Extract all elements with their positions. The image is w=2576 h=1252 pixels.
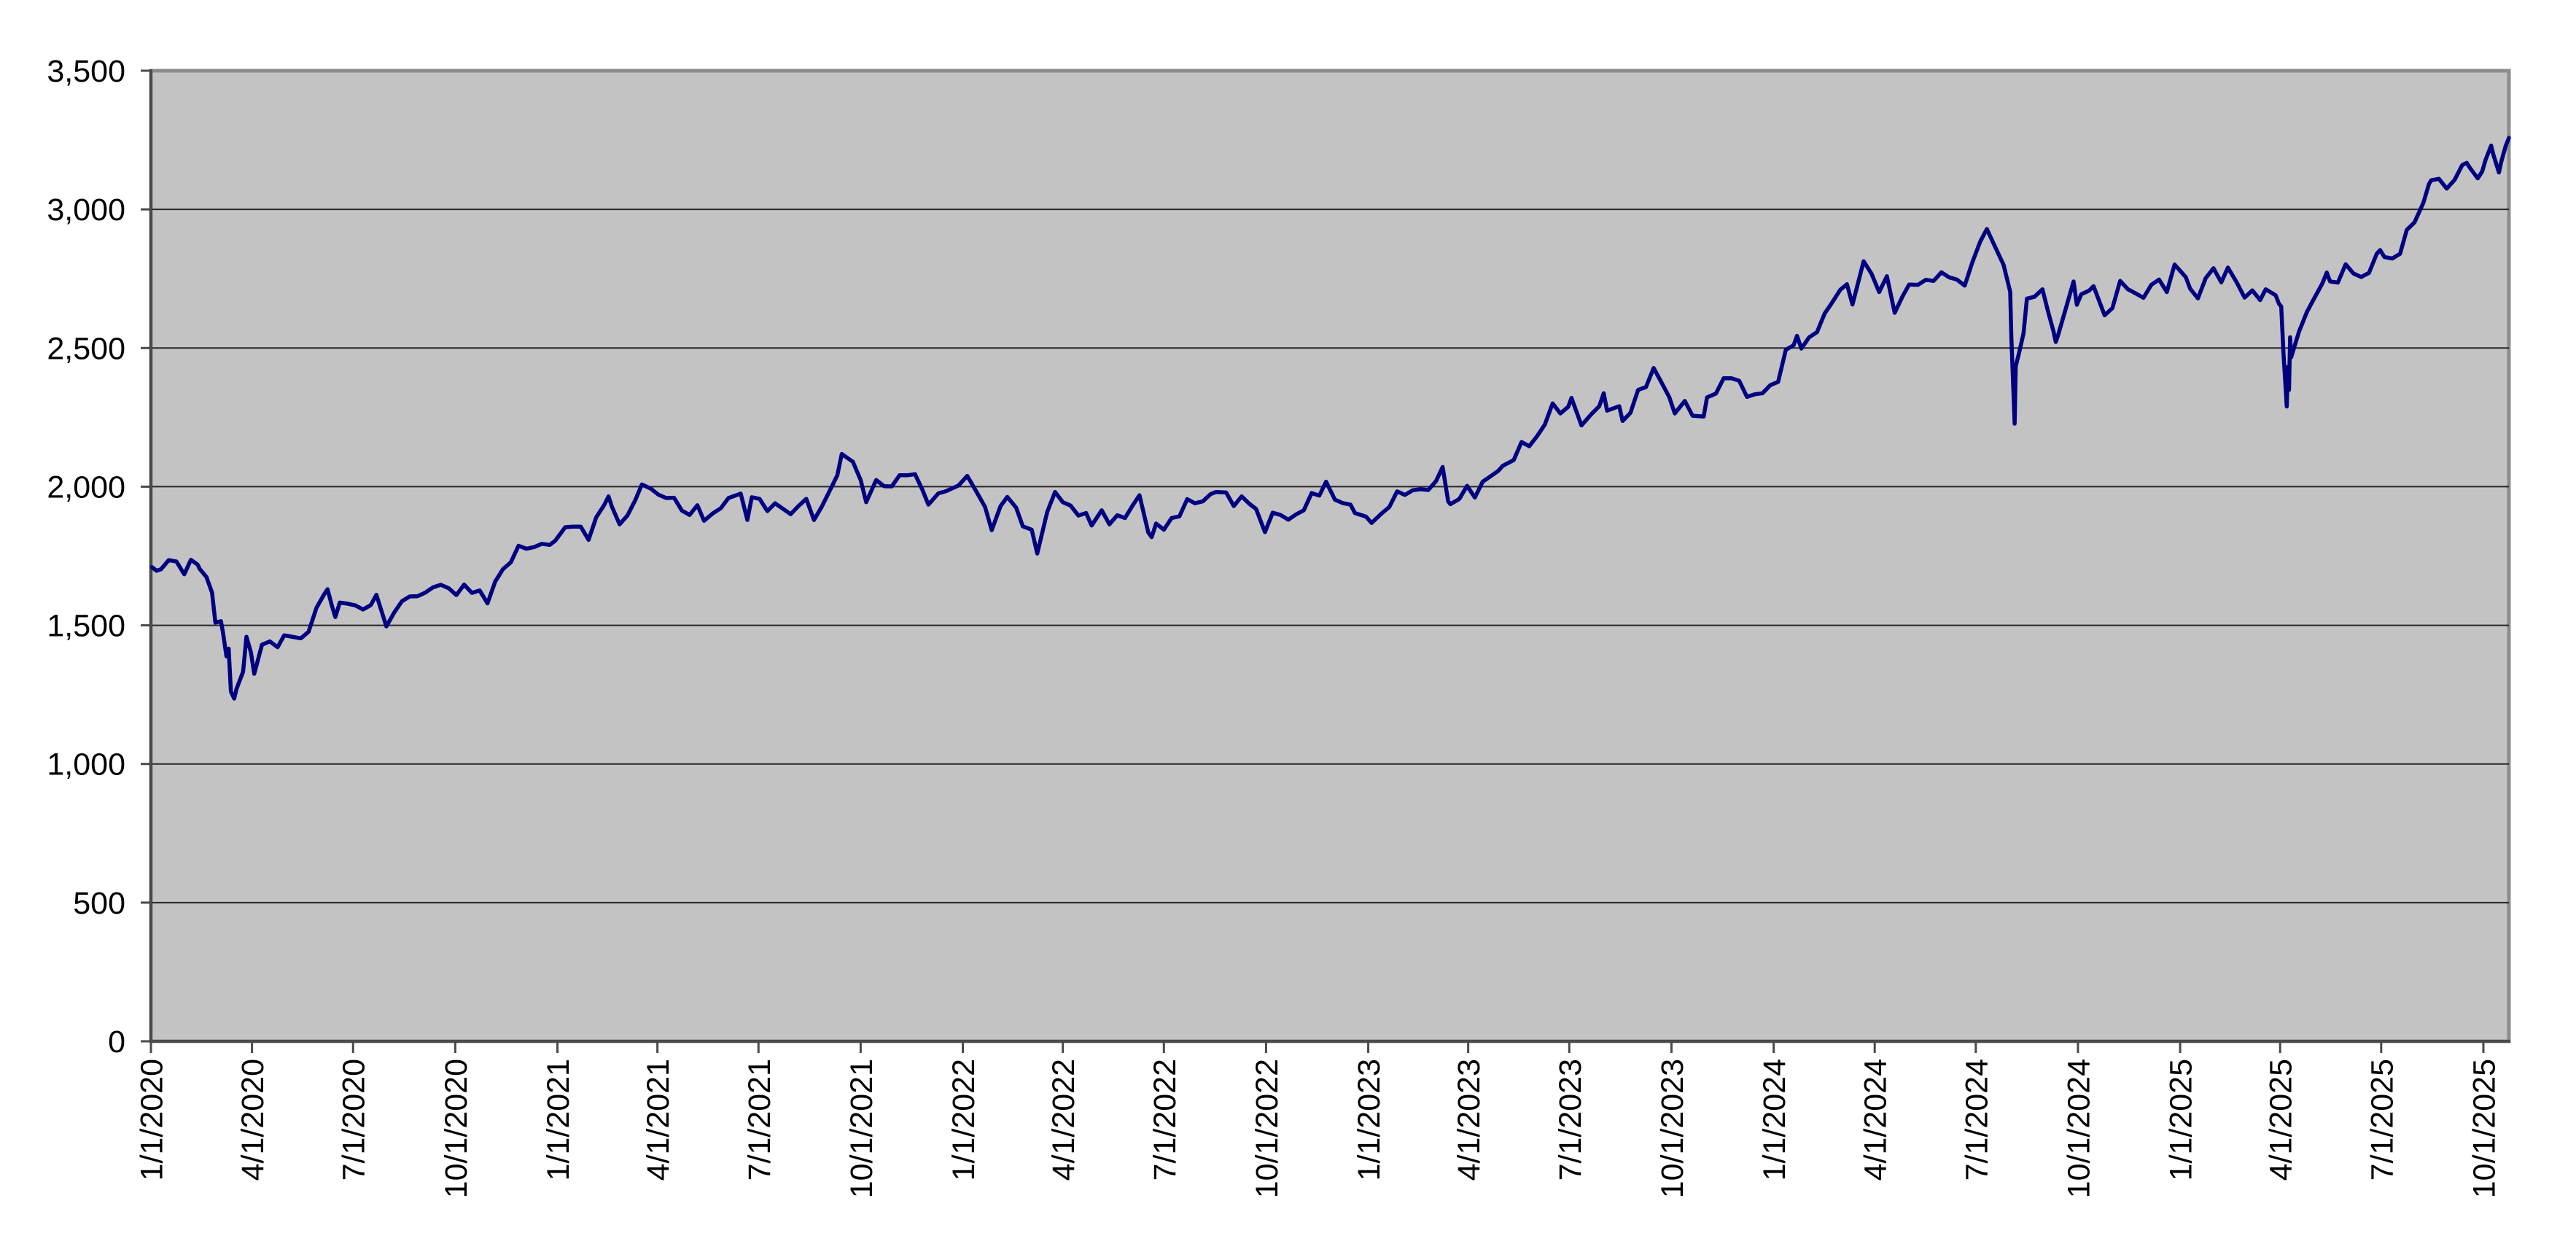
x-axis-tick-label: 1/1/2022 bbox=[946, 1059, 981, 1181]
y-axis-tick-label: 1,500 bbox=[47, 609, 125, 644]
x-axis-tick-label: 10/1/2024 bbox=[2061, 1059, 2096, 1198]
x-axis-tick-label: 1/1/2025 bbox=[2164, 1059, 2199, 1181]
y-axis-tick-label: 1,000 bbox=[47, 747, 125, 782]
x-axis-tick-label: 1/1/2021 bbox=[541, 1059, 576, 1181]
x-axis-tick-label: 10/1/2020 bbox=[439, 1059, 474, 1198]
x-axis-tick-label: 4/1/2025 bbox=[2264, 1059, 2299, 1181]
x-axis-tick-label: 10/1/2023 bbox=[1655, 1059, 1690, 1198]
x-axis-tick-label: 7/1/2023 bbox=[1553, 1059, 1588, 1181]
plot-area bbox=[149, 69, 2511, 1043]
price-line bbox=[149, 136, 2511, 701]
x-axis-tick-label: 4/1/2020 bbox=[236, 1059, 271, 1181]
y-axis-tick-label: 500 bbox=[73, 886, 125, 921]
y-axis-tick-label: 0 bbox=[108, 1024, 125, 1059]
x-axis-tick-label: 1/1/2020 bbox=[135, 1059, 170, 1181]
y-axis-tick-label: 3,000 bbox=[47, 193, 125, 228]
x-axis-tick-label: 4/1/2023 bbox=[1452, 1059, 1487, 1181]
x-axis-tick-label: 4/1/2024 bbox=[1859, 1059, 1894, 1181]
x-axis-tick-label: 1/1/2024 bbox=[1757, 1059, 1792, 1181]
x-axis-tick-label: 10/1/2021 bbox=[844, 1059, 879, 1198]
x-axis-tick-label: 7/1/2024 bbox=[1959, 1059, 1994, 1181]
y-axis-tick-label: 2,500 bbox=[47, 331, 125, 366]
x-axis-tick-label: 10/1/2025 bbox=[2467, 1059, 2502, 1198]
x-axis-tick-label: 4/1/2022 bbox=[1046, 1059, 1081, 1181]
x-axis-tick-label: 7/1/2021 bbox=[742, 1059, 777, 1181]
x-axis-tick-label: 7/1/2025 bbox=[2365, 1059, 2400, 1181]
x-axis-tick-label: 7/1/2022 bbox=[1148, 1059, 1183, 1181]
x-axis-tick-label: 7/1/2020 bbox=[337, 1059, 372, 1181]
y-axis-tick-label: 3,500 bbox=[47, 54, 125, 89]
x-axis-tick-label: 1/1/2023 bbox=[1352, 1059, 1387, 1181]
y-axis-tick-label: 2,000 bbox=[47, 470, 125, 505]
x-axis-tick-label: 10/1/2022 bbox=[1250, 1059, 1285, 1198]
x-axis-tick-label: 4/1/2021 bbox=[641, 1059, 676, 1181]
